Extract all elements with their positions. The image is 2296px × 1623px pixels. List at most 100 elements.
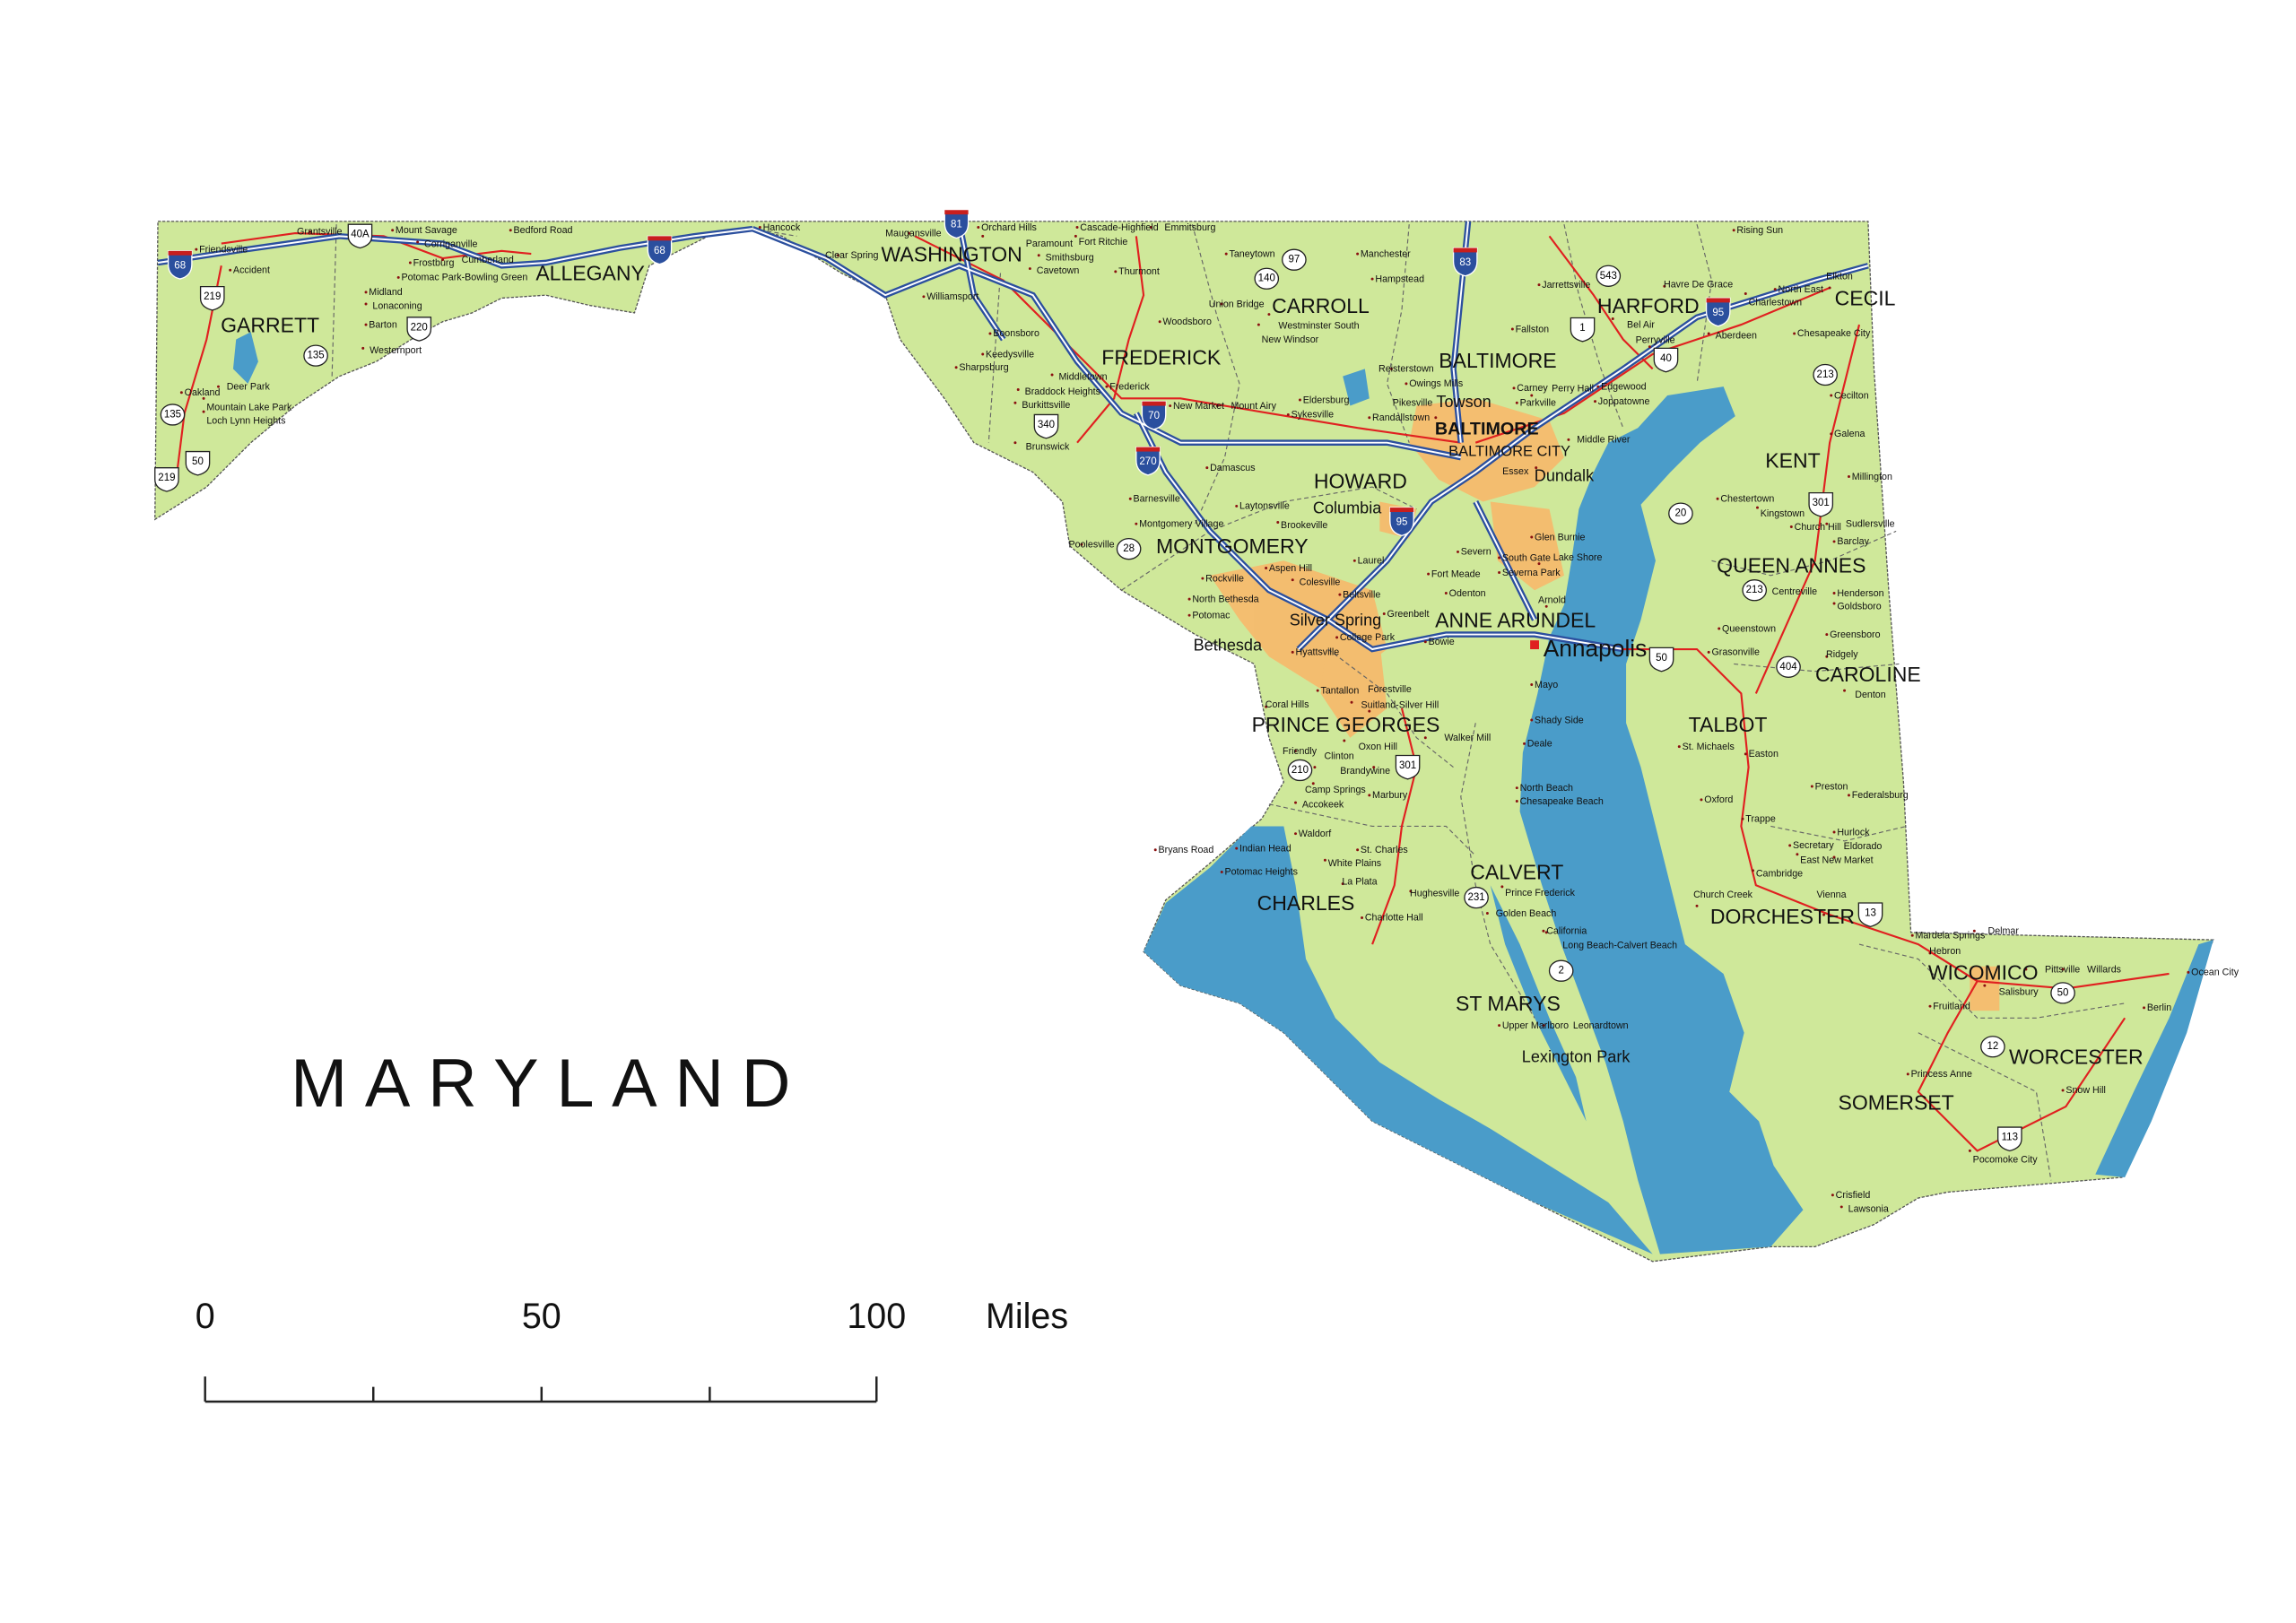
us-route-shield-icon: 220 <box>406 317 432 342</box>
state-route-number: 135 <box>307 351 324 361</box>
major-city-label: Bethesda <box>1194 637 1263 655</box>
city-dot <box>1356 252 1360 256</box>
city-label: Sudlersville <box>1846 518 1895 529</box>
city-dot <box>1498 556 1501 560</box>
city-dot <box>1389 367 1393 370</box>
city-label: Westernport <box>370 345 422 356</box>
city-label: Hurlock <box>1837 827 1870 838</box>
city-label: Potomac <box>1192 610 1231 621</box>
city-dot <box>1037 254 1040 257</box>
city-label: Beltsville <box>1343 589 1380 600</box>
city-dot <box>1220 870 1223 873</box>
city-label: Salisbury <box>1999 986 2039 997</box>
city-dot <box>1370 277 1374 281</box>
city-dot <box>1537 562 1541 566</box>
city-dot <box>1928 951 1932 955</box>
city-label: Prince Frederick <box>1505 888 1575 898</box>
city-label: Smithsburg <box>1046 252 1094 263</box>
city-label: Walker Mill <box>1444 733 1491 743</box>
city-dot <box>229 268 232 272</box>
county-label: WASHINGTON <box>882 242 1022 265</box>
us-route-number: 13 <box>1865 908 1876 919</box>
city-label: Hampstead <box>1375 273 1424 284</box>
city-dot <box>1530 718 1534 722</box>
city-label: Aberdeen <box>1716 331 1757 342</box>
coastal-bays <box>2095 940 2213 1178</box>
city-dot <box>1510 327 1514 331</box>
county-labels: GARRETT ALLEGANY WASHINGTON FREDERICK CARROL… <box>221 242 2144 1114</box>
county-label: CARROLL <box>1272 294 1370 317</box>
city-label: Queenstown <box>1722 623 1776 634</box>
us-route-number: 50 <box>192 456 204 467</box>
city-dot <box>1830 394 1833 397</box>
city-dot <box>1158 320 1161 324</box>
city-label: Preston <box>1815 781 1848 792</box>
us-route-shield-icon: 340 <box>1033 413 1059 439</box>
city-dot <box>1434 416 1438 420</box>
city-label: Hebron <box>1929 946 1961 957</box>
city-label: Coral Hills <box>1265 699 1309 710</box>
county-label: WICOMICO <box>1928 961 2039 985</box>
city-dot <box>1291 578 1294 582</box>
deep-creek-lake <box>232 332 258 384</box>
city-dot <box>364 323 368 326</box>
city-label: Braddock Heights <box>1025 386 1100 397</box>
city-dot <box>1276 521 1280 525</box>
city-label: East New Market <box>1800 855 1873 866</box>
interstate-number: 81 <box>951 220 962 230</box>
map-body: 6868817027095839540A21921922050340401301… <box>154 209 2239 1263</box>
city-dot <box>1832 830 1836 834</box>
county-label: FREDERICK <box>1101 345 1222 369</box>
city-label: Owings Mills <box>1409 378 1463 389</box>
water-bodies <box>232 332 2213 1254</box>
city-label: Church Hill <box>1795 522 1841 533</box>
city-dot <box>1153 848 1157 852</box>
city-dot <box>1235 846 1239 850</box>
us-route-shield-icon: 13 <box>1857 902 1883 928</box>
city-label: Westminster South <box>1278 320 1359 331</box>
city-dot <box>1267 313 1271 317</box>
city-dot <box>1752 869 1755 872</box>
city-label: Mardela Springs <box>1916 930 1986 941</box>
city-label: Corriganville <box>424 239 477 250</box>
city-dot <box>1350 700 1353 704</box>
city-label: Willards <box>2087 964 2121 975</box>
city-label: Grantsville <box>297 227 343 238</box>
city-dot <box>1832 540 1836 543</box>
city-dot <box>1700 798 1703 802</box>
state-route-number: 213 <box>1746 585 1763 595</box>
us-route-shield-icon: 50 <box>1648 647 1674 673</box>
city-dot <box>1187 613 1191 617</box>
city-label: Pikesville <box>1393 398 1433 409</box>
city-label: Orchard Hills <box>981 222 1037 233</box>
city-dot <box>1323 858 1326 862</box>
city-dot <box>1074 234 1077 238</box>
city-label: Edgewood <box>1601 381 1647 392</box>
city-dot <box>954 366 958 369</box>
state-route-number: 210 <box>1292 765 1309 776</box>
state-route-number: 231 <box>1467 892 1484 903</box>
potomac-river <box>1144 826 1653 1254</box>
city-dot <box>1423 640 1427 644</box>
state-route-shield-icon: 20 <box>1668 502 1693 525</box>
city-label: Grasonville <box>1711 647 1760 658</box>
city-label: Damascus <box>1210 463 1255 473</box>
interstate-shield-icon: 83 <box>1452 247 1478 277</box>
city-label: Perryville <box>1636 334 1675 345</box>
city-dot <box>1530 394 1534 397</box>
us-route-number: 220 <box>411 322 428 333</box>
city-label: Oxon Hill <box>1359 742 1397 752</box>
county-label: CAROLINE <box>1815 663 1921 686</box>
city-label: Keedysville <box>986 349 1034 360</box>
city-label: Greensboro <box>1830 629 1880 640</box>
city-dot <box>2187 970 2190 974</box>
city-label: Hyattsville <box>1296 647 1340 658</box>
city-label: Long Beach-Calvert Beach <box>1562 941 1677 951</box>
city-dot <box>1707 332 1710 335</box>
state-route-shield-icon: 12 <box>1980 1036 2005 1058</box>
city-label: Manchester <box>1361 248 1411 259</box>
city-label: Brookeville <box>1281 520 1327 531</box>
city-dot <box>977 226 980 229</box>
us-route-shield-icon: 301 <box>1808 491 1834 517</box>
city-label: Lawsonia <box>1848 1204 1889 1215</box>
